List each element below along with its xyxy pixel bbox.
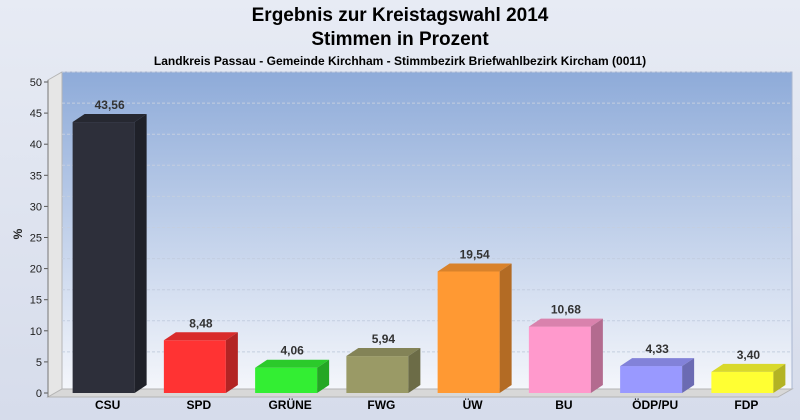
y-tick-label: 10 bbox=[30, 326, 42, 338]
data-label: 4,33 bbox=[645, 342, 669, 356]
x-tick-label: GRÜNE bbox=[268, 397, 311, 412]
chart-title-line2: Stimmen in Prozent bbox=[311, 29, 489, 50]
bar-side bbox=[225, 332, 238, 393]
y-tick-label: 40 bbox=[30, 139, 42, 151]
y-tick-label: 0 bbox=[36, 388, 42, 400]
y-tick-label: 50 bbox=[30, 77, 42, 89]
bar-fdp bbox=[711, 371, 774, 393]
data-label: 3,40 bbox=[737, 348, 761, 362]
bar-side bbox=[499, 263, 512, 393]
data-label: 4,06 bbox=[280, 344, 304, 358]
data-label: 10,68 bbox=[551, 303, 581, 317]
bar-ödp/pu bbox=[620, 366, 683, 393]
y-axis-label: % bbox=[11, 228, 25, 239]
bar-top bbox=[620, 358, 695, 367]
bar-grüne bbox=[255, 367, 318, 393]
bar-top bbox=[255, 359, 330, 368]
plot-side-wall bbox=[47, 71, 63, 398]
bar-spd bbox=[163, 340, 226, 393]
chart-title: Ergebnis zur Kreistagswahl 2014 bbox=[251, 5, 549, 26]
data-label: 5,94 bbox=[372, 332, 396, 346]
bar-top bbox=[528, 318, 603, 327]
y-tick-label: 15 bbox=[30, 295, 42, 307]
y-tick-label: 25 bbox=[30, 233, 42, 245]
bar-üw bbox=[437, 271, 500, 393]
bar-top bbox=[346, 348, 421, 357]
data-label: 19,54 bbox=[460, 247, 490, 261]
y-tick-label: 5 bbox=[36, 357, 42, 369]
x-tick-label: ÖDP/PU bbox=[632, 397, 678, 412]
data-label: 43,56 bbox=[95, 98, 125, 112]
bar-top bbox=[72, 114, 147, 123]
plot-floor bbox=[46, 388, 794, 398]
y-tick-label: 30 bbox=[30, 201, 42, 213]
bar-side bbox=[773, 363, 786, 393]
x-tick-label: BU bbox=[555, 398, 572, 412]
bar-top bbox=[711, 363, 786, 372]
x-tick-label: SPD bbox=[187, 398, 212, 412]
chart-subtitle: Landkreis Passau - Gemeinde Kirchham - S… bbox=[153, 54, 647, 68]
bar-fwg bbox=[346, 356, 409, 393]
bar-side bbox=[682, 358, 695, 393]
y-tick-label: 45 bbox=[30, 108, 42, 120]
x-tick-label: CSU bbox=[95, 398, 120, 412]
bar-top bbox=[163, 332, 238, 341]
bar-csu bbox=[72, 122, 135, 394]
bar-side bbox=[408, 348, 421, 393]
bar-bu bbox=[528, 326, 591, 393]
x-tick-label: ÜW bbox=[463, 397, 484, 412]
bar-side bbox=[590, 318, 603, 393]
y-tick-label: 20 bbox=[30, 264, 42, 276]
x-tick-label: FDP bbox=[734, 398, 758, 412]
bar-side bbox=[134, 114, 147, 394]
x-tick-label: FWG bbox=[367, 398, 395, 412]
data-label: 8,48 bbox=[189, 316, 213, 330]
bar-top bbox=[437, 263, 512, 272]
y-tick-label: 35 bbox=[30, 170, 42, 182]
bar-side bbox=[317, 359, 330, 393]
